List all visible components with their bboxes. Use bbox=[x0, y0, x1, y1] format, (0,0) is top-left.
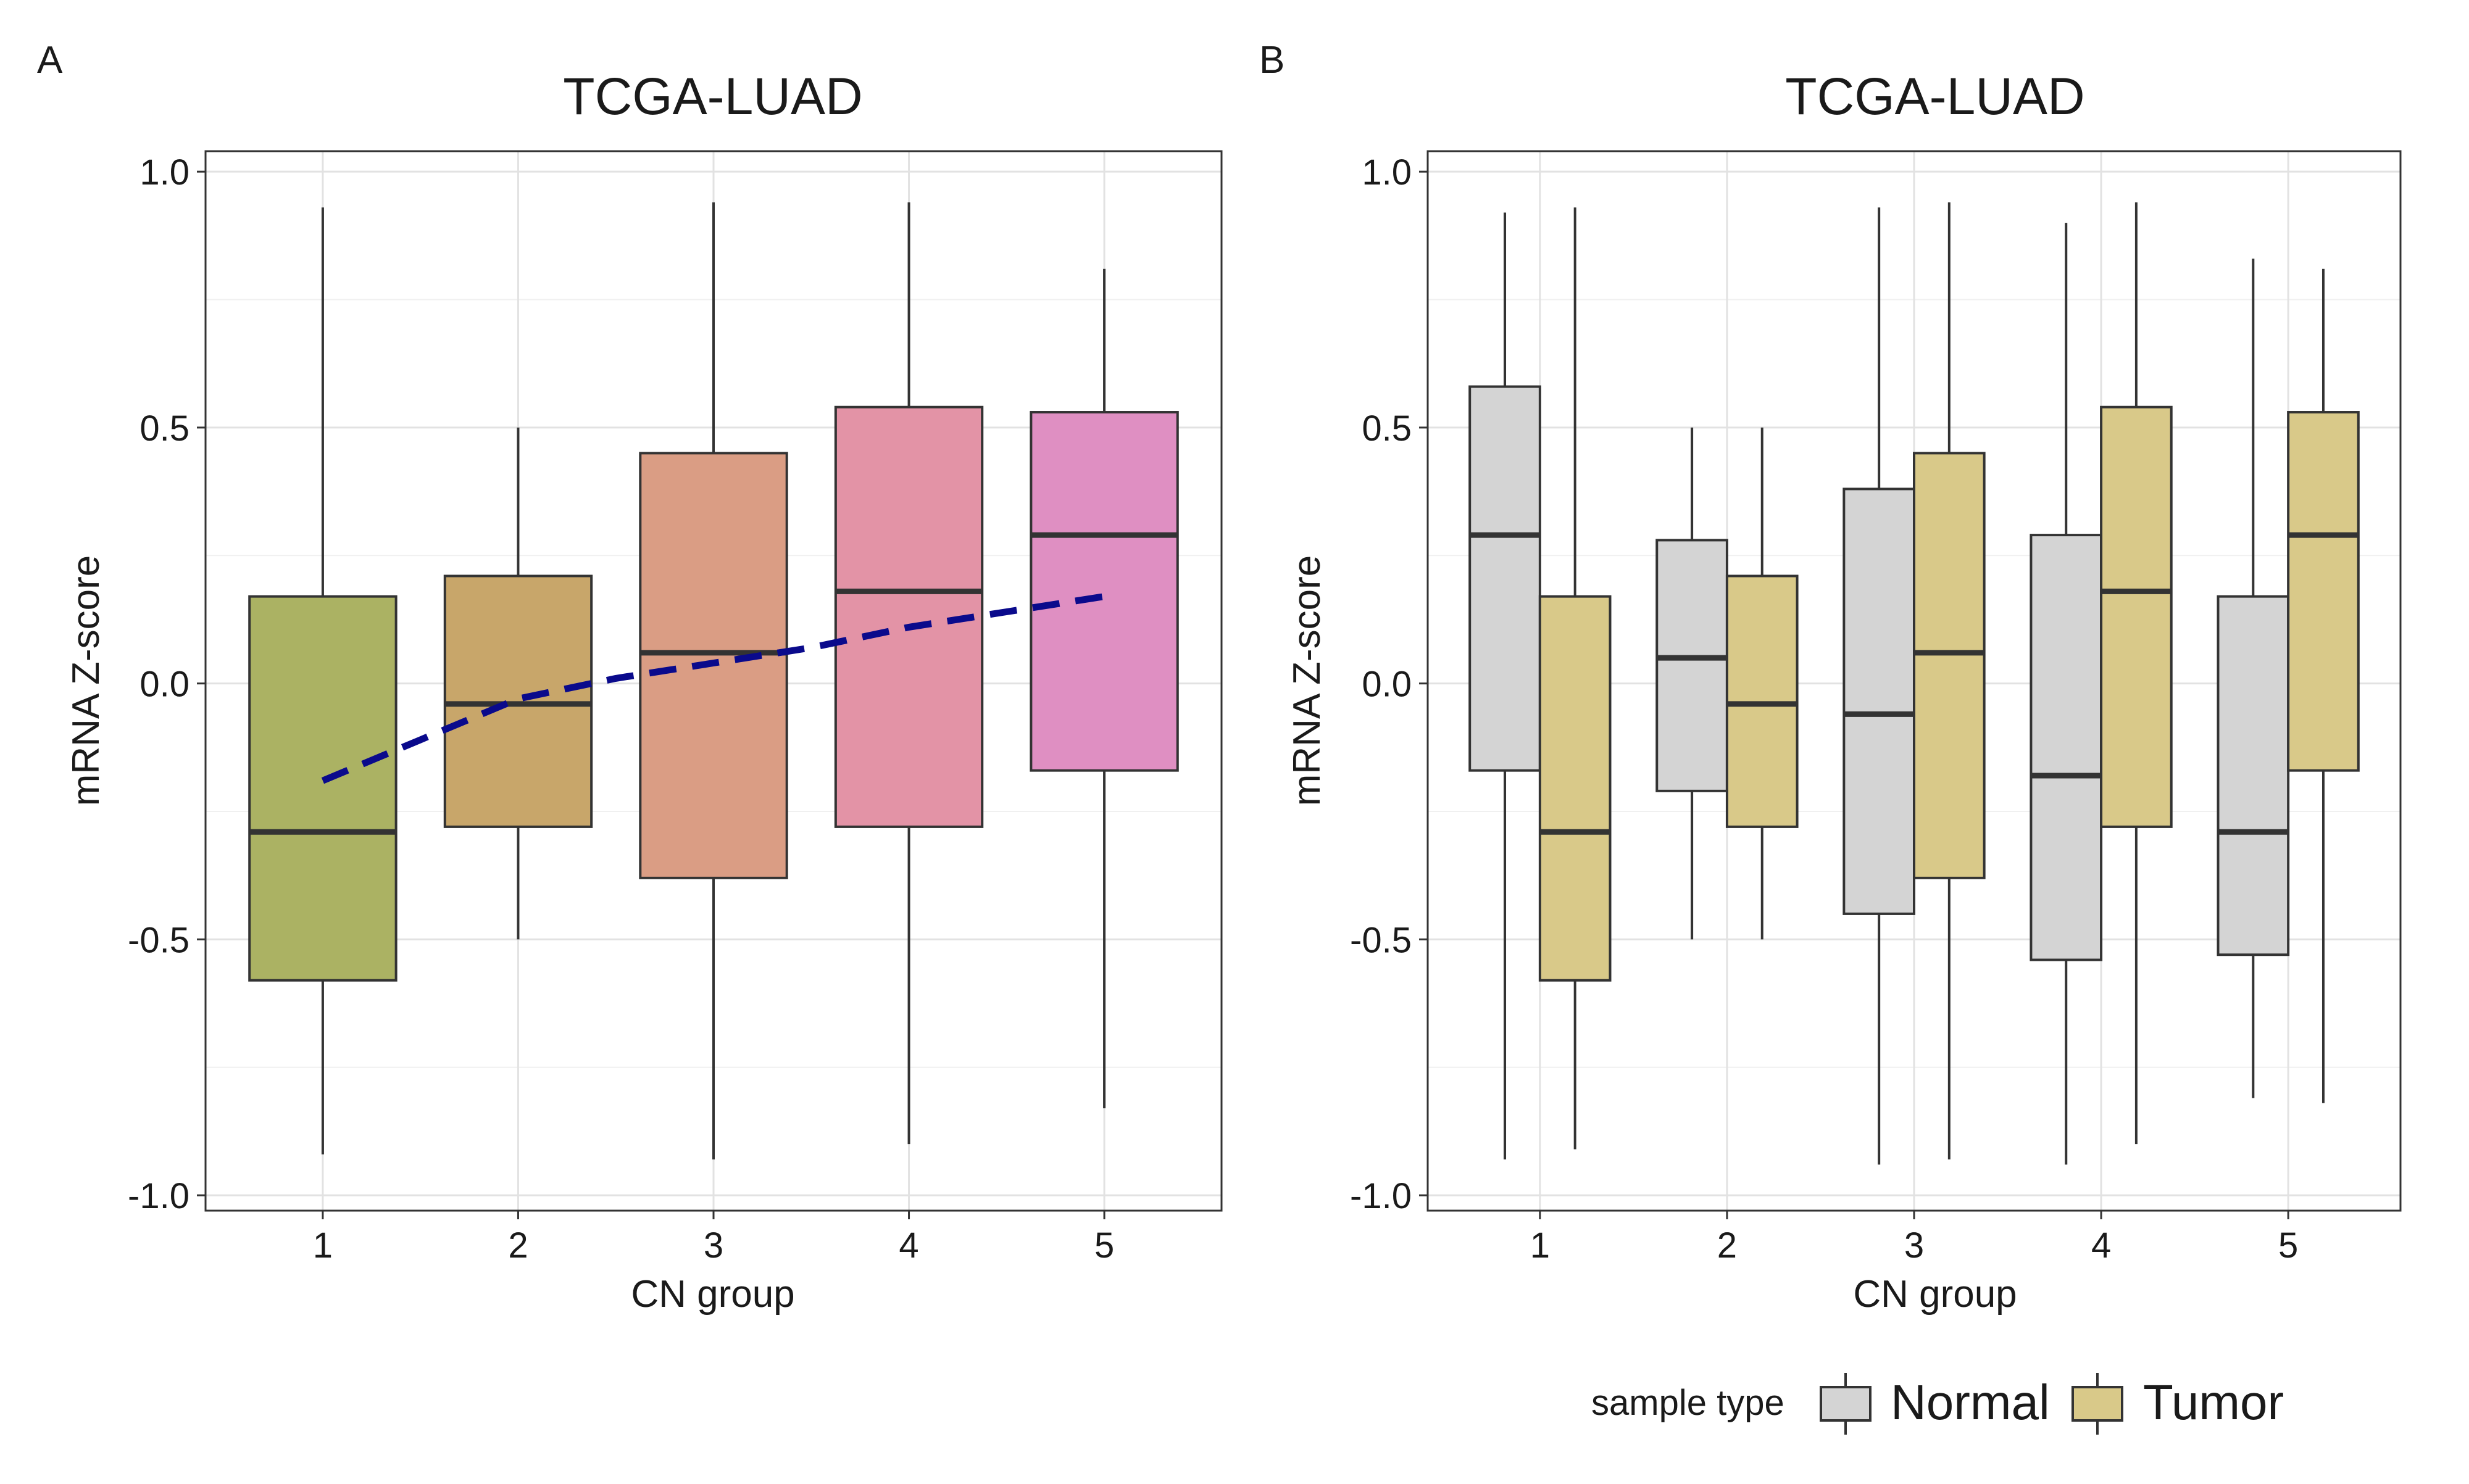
y-tick-label: 0.5 bbox=[1362, 408, 1412, 449]
x-axis-label-b: CN group bbox=[1853, 1273, 2017, 1316]
panel-label-b: B bbox=[1259, 39, 1284, 81]
x-tick-label: 3 bbox=[1904, 1225, 1924, 1266]
y-tick-label: 1.0 bbox=[139, 152, 189, 193]
x-tick-label: 3 bbox=[704, 1225, 723, 1266]
box-normal-cn2 bbox=[1655, 539, 1728, 792]
trend-line bbox=[321, 593, 1105, 784]
panel-label-a: A bbox=[37, 39, 63, 81]
x-tick-label: 1 bbox=[313, 1225, 333, 1266]
y-tick-label: -0.5 bbox=[128, 920, 189, 960]
y-tick-label: 0.5 bbox=[139, 408, 189, 449]
box-tumor-cn1 bbox=[1538, 595, 1612, 982]
x-tick-label: 5 bbox=[1094, 1225, 1114, 1266]
x-tick-label: 4 bbox=[2091, 1225, 2111, 1266]
legend-key-tumor bbox=[2071, 1386, 2123, 1422]
box-normal-cn5 bbox=[2217, 595, 2290, 956]
box-tumor-cn4 bbox=[2100, 405, 2173, 828]
x-tick-label: 4 bbox=[899, 1225, 918, 1266]
axes-a: -1.0 -0.5 0.0 0.5 1.0 1 2 3 4 5 bbox=[128, 152, 1114, 1266]
x-tick-label: 1 bbox=[1530, 1225, 1550, 1266]
box-cn1 bbox=[248, 595, 398, 982]
legend-title: sample type bbox=[1591, 1383, 1784, 1423]
box-cn5 bbox=[1030, 411, 1179, 772]
legend-label-tumor: Tumor bbox=[2143, 1375, 2284, 1430]
box-normal-cn3 bbox=[1842, 487, 1916, 915]
box-tumor-cn5 bbox=[2287, 411, 2360, 772]
axes-b: -1.0 -0.5 0.0 0.5 1.0 1 2 3 4 5 bbox=[1350, 152, 2298, 1266]
chart-title-a: TCGA-LUAD bbox=[563, 67, 862, 125]
x-tick-label: 2 bbox=[1717, 1225, 1737, 1266]
chart-title-b: TCGA-LUAD bbox=[1785, 67, 2084, 125]
y-tick-label: -1.0 bbox=[128, 1176, 189, 1216]
y-tick-label: 0.0 bbox=[1362, 665, 1412, 705]
legend-key-normal bbox=[1820, 1386, 1872, 1422]
legend-label-normal: Normal bbox=[1891, 1375, 2050, 1430]
legend-item-normal: Normal bbox=[1820, 1373, 2050, 1435]
panel-b: B TCGA-LUAD -1.0 -0.5 0.0 0.5 1.0 1 2 3 4 5 CN gr… bbox=[1259, 39, 2402, 1316]
y-tick-label: -0.5 bbox=[1350, 920, 1412, 960]
marks-a bbox=[248, 202, 1179, 1160]
y-axis-label-b: mRNA Z-score bbox=[1286, 555, 1328, 806]
y-tick-label: 0.0 bbox=[139, 665, 189, 705]
y-tick-label: 1.0 bbox=[1362, 152, 1412, 193]
y-axis-label-a: mRNA Z-score bbox=[65, 555, 107, 806]
legend: sample type Normal Tumor bbox=[1591, 1373, 2284, 1435]
box-normal-cn1 bbox=[1468, 385, 1541, 772]
x-tick-label: 2 bbox=[508, 1225, 528, 1266]
x-axis-label-a: CN group bbox=[631, 1273, 794, 1316]
box-normal-cn4 bbox=[2030, 534, 2103, 961]
x-tick-label: 5 bbox=[2278, 1225, 2298, 1266]
legend-item-tumor: Tumor bbox=[2071, 1373, 2284, 1435]
y-tick-label: -1.0 bbox=[1350, 1176, 1412, 1216]
box-tumor-cn3 bbox=[1913, 452, 1986, 879]
panel-a: A TCGA-LUAD -1.0 -0.5 0.0 0.5 1.0 1 2 3 4 5 CN gr… bbox=[37, 39, 1223, 1316]
marks-b bbox=[1468, 202, 2360, 1165]
